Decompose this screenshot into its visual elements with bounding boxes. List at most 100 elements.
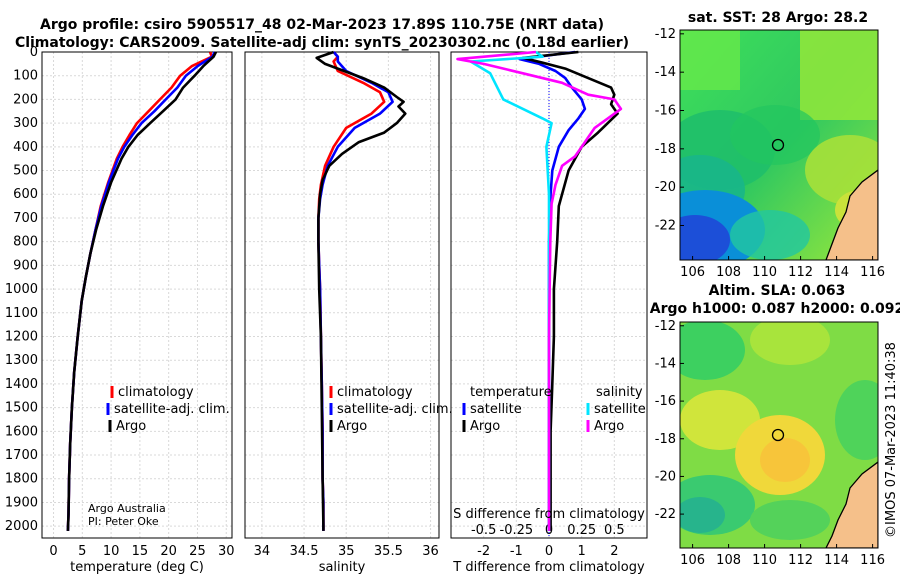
salinity-xtick-label: 35	[338, 544, 355, 559]
salinity-xtick-label: 35.5	[374, 544, 403, 559]
sla-map	[680, 322, 878, 548]
difference-legend: temperature salinity satellite Argo sate…	[462, 385, 646, 434]
figure-title-line1: Argo profile: csiro 5905517_48 02-Mar-20…	[40, 17, 604, 33]
legend-satellite: satellite-adj. clim.	[337, 402, 453, 417]
map-xtick-label: 110	[752, 265, 777, 280]
legend-s-satellite: satellite	[594, 402, 646, 417]
depth-tick-label: 300	[13, 116, 38, 131]
depth-tick-label: 600	[13, 187, 38, 202]
credit-argo-australia: Argo Australia	[88, 502, 166, 515]
sst-map-frame	[679, 29, 879, 261]
map-ytick-label: -22	[655, 507, 676, 522]
sst-argo-position-marker	[771, 138, 785, 152]
map-ytick-label: -16	[655, 394, 676, 409]
legend-argo: Argo	[116, 419, 146, 434]
depth-tick-label: 1900	[5, 495, 38, 510]
map-xtick-label: 106	[680, 553, 705, 568]
legend-argo: Argo	[337, 419, 367, 434]
map-ytick-label: -20	[655, 469, 676, 484]
map-xtick-label: 108	[716, 265, 741, 280]
sst-land-coast	[825, 169, 878, 260]
sst-map-title: sat. SST: 28 Argo: 28.2	[688, 10, 868, 26]
temperature-xtick-label: 10	[103, 544, 120, 559]
salinity-xlabel: salinity	[319, 560, 366, 575]
sla-map-title-line2: Argo h1000: 0.087 h2000: 0.092	[650, 301, 900, 317]
map-ytick-label: -12	[655, 27, 676, 42]
map-ytick-label: -20	[655, 180, 676, 195]
map-xtick-label: 116	[860, 265, 885, 280]
salinity-xtick-label: 34.5	[290, 544, 319, 559]
map-xtick-label: 108	[716, 553, 741, 568]
s-difference-xlabel: S difference from climatology	[453, 507, 645, 522]
legend-s-argo: Argo	[594, 419, 624, 434]
depth-tick-label: 700	[13, 211, 38, 226]
map-xtick-label: 112	[788, 553, 813, 568]
depth-tick-label: 200	[13, 92, 38, 107]
depth-tick-label: 100	[13, 69, 38, 84]
depth-tick-label: 1700	[5, 448, 38, 463]
series-line-salinity-satellite	[469, 50, 553, 531]
depth-tick-label: 1800	[5, 472, 38, 487]
salinity-xtick-label: 34	[254, 544, 271, 559]
sst-map	[680, 30, 878, 260]
depth-tick-label: 0	[30, 45, 38, 60]
sla-map-title-line1: Altim. SLA: 0.063	[709, 283, 846, 299]
legend-t-argo: Argo	[470, 419, 500, 434]
map-ytick-label: -18	[655, 432, 676, 447]
temperature-xtick-label: 0	[49, 544, 57, 559]
credit-pi: PI: Peter Oke	[88, 515, 159, 528]
series-line-satellite-adj-clim-	[66, 51, 216, 531]
series-line-salinity-argo	[456, 50, 623, 531]
map-ytick-label: -12	[655, 319, 676, 334]
depth-tick-label: 1200	[5, 329, 38, 344]
legend-satellite: satellite-adj. clim.	[114, 402, 230, 417]
s-difference-xtick-label: -0.25	[500, 523, 534, 538]
s-difference-xtick-label: 0.25	[567, 523, 596, 538]
temperature-xtick-label: 15	[132, 544, 149, 559]
salinity-axes-frame	[244, 51, 440, 539]
depth-tick-label: 800	[13, 235, 38, 250]
figure-title-line2: Climatology: CARS2009. Satellite-adj cli…	[15, 35, 629, 51]
depth-tick-label: 1000	[5, 282, 38, 297]
map-xtick-label: 116	[860, 553, 885, 568]
temperature-xtick-label: 5	[78, 544, 86, 559]
map-xtick-label: 106	[680, 265, 705, 280]
series-line-argo	[315, 50, 407, 531]
temperature-xlabel: temperature (deg C)	[70, 560, 204, 575]
depth-tick-label: 1400	[5, 377, 38, 392]
difference-xtick-label: -2	[477, 544, 490, 559]
s-difference-xtick-label: 0.5	[604, 523, 625, 538]
sla-argo-position-marker	[771, 428, 785, 442]
depth-tick-label: 2000	[5, 519, 38, 534]
temperature-legend: climatology satellite-adj. clim. Argo	[106, 385, 230, 434]
temperature-xtick-label: 25	[189, 544, 206, 559]
map-ytick-label: -16	[655, 104, 676, 119]
salinity-xtick-label: 36	[422, 544, 439, 559]
map-ytick-label: -14	[655, 65, 676, 80]
depth-tick-label: 400	[13, 140, 38, 155]
depth-tick-label: 500	[13, 164, 38, 179]
depth-tick-label: 900	[13, 258, 38, 273]
s-difference-xtick-label: -0.5	[471, 523, 496, 538]
legend-t-satellite: satellite	[470, 402, 522, 417]
series-line-climatology	[317, 51, 386, 531]
difference-xtick-label: -1	[510, 544, 523, 559]
difference-xtick-label: 1	[578, 544, 586, 559]
sla-land-coast	[825, 461, 878, 548]
difference-xtick-label: 2	[610, 544, 618, 559]
imos-timestamp: ©IMOS 07-Mar-2023 11:40:38	[884, 342, 899, 538]
map-ytick-label: -18	[655, 142, 676, 157]
map-xtick-label: 114	[824, 265, 849, 280]
depth-tick-label: 1300	[5, 353, 38, 368]
difference-xtick-label: 0	[545, 544, 553, 559]
salinity-legend: climatology satellite-adj. clim. Argo	[329, 385, 453, 434]
temperature-axes-frame	[41, 51, 233, 539]
depth-tick-label: 1100	[5, 306, 38, 321]
sla-map-frame	[679, 321, 879, 549]
map-xtick-label: 112	[788, 265, 813, 280]
map-ytick-label: -14	[655, 356, 676, 371]
map-xtick-label: 114	[824, 553, 849, 568]
legend-temperature-heading: temperature	[470, 385, 552, 400]
legend-climatology: climatology	[118, 385, 194, 400]
